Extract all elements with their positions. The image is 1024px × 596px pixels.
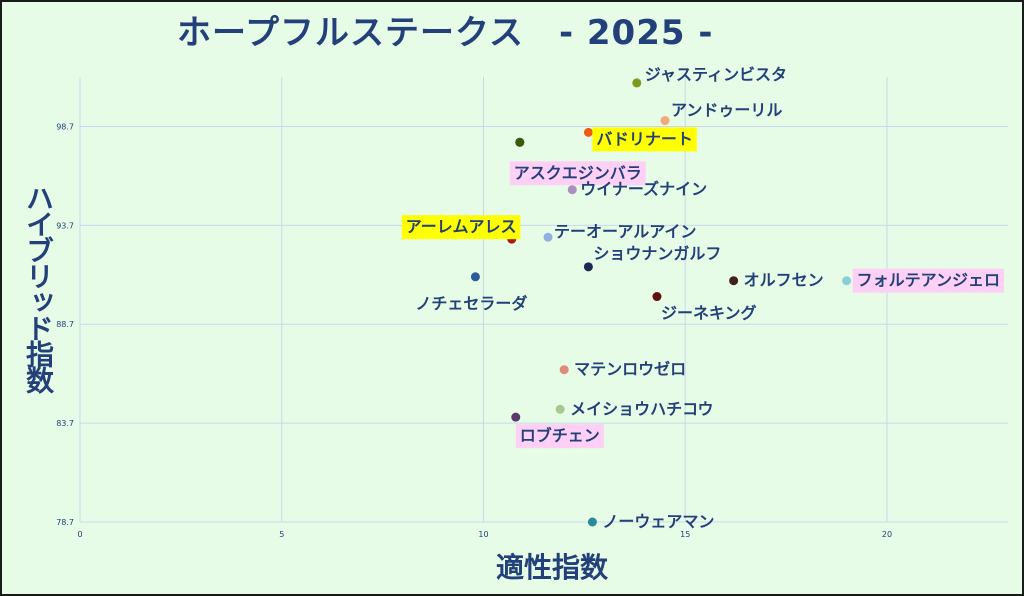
point-label: フォルテアンジェロ: [857, 271, 1000, 290]
point-label: ジャスティンビスタ: [645, 65, 787, 84]
data-point: [729, 276, 739, 286]
data-point: [632, 78, 642, 88]
data-point: [567, 185, 577, 195]
data-point: [543, 232, 553, 242]
data-point: [555, 404, 565, 414]
data-point: [652, 292, 662, 302]
x-tick-label: 0: [77, 530, 82, 539]
point-label: アーレムアレス: [406, 217, 517, 236]
point-label: ジーネキング: [661, 304, 757, 323]
data-point: [511, 412, 521, 422]
point-label-highlight: [592, 127, 697, 152]
y-tick-label: 78.7: [56, 518, 74, 527]
y-axis-label: ハイブリッド指数: [22, 184, 55, 392]
x-tick-label: 20: [882, 530, 892, 539]
data-point: [583, 262, 593, 272]
data-point: [583, 127, 593, 137]
point-label-highlight: [515, 424, 604, 449]
chart-title: ホープフルステークス - 2025 -: [177, 13, 714, 53]
y-tick-label: 98.7: [56, 122, 74, 131]
x-axis-label: 適性指数: [495, 551, 608, 584]
x-tick-label: 15: [680, 530, 690, 539]
point-label: マテンロウゼロ: [574, 360, 686, 379]
point-label: ノーウェアマン: [602, 512, 714, 531]
point-label: バドリナート: [596, 129, 692, 148]
point-label: ロブチェン: [520, 426, 600, 445]
y-tick-label: 88.7: [56, 320, 74, 329]
point-label-highlight: [852, 268, 1004, 293]
point-label: メイショウハチコウ: [570, 399, 713, 418]
y-tick-label: 93.7: [56, 221, 74, 230]
point-label-highlight: [509, 161, 646, 186]
x-tick-label: 5: [279, 530, 284, 539]
data-point: [587, 517, 597, 527]
x-tick-label: 10: [478, 530, 488, 539]
data-point: [660, 116, 670, 126]
data-point: [470, 272, 480, 282]
point-label: アンドゥーリル: [671, 101, 782, 120]
point-label: テーオーアルアイン: [554, 222, 696, 241]
y-tick-label: 83.7: [56, 419, 74, 428]
data-point: [559, 365, 569, 375]
data-point: [842, 276, 852, 286]
point-label: ショウナンガルフ: [593, 244, 721, 263]
data-point: [515, 137, 525, 147]
point-label-highlight: [401, 215, 521, 240]
point-label: ノチェセラーダ: [415, 294, 527, 313]
point-label: ウイナーズナイン: [580, 180, 707, 199]
point-label: アスクエジンバラ: [514, 163, 642, 182]
point-label: オルフセン: [744, 271, 824, 290]
